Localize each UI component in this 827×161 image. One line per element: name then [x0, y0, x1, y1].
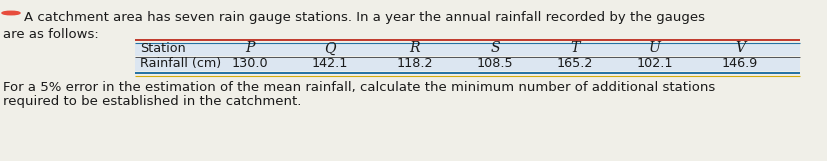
FancyBboxPatch shape	[135, 43, 799, 56]
Text: required to be established in the catchment.: required to be established in the catchm…	[3, 95, 301, 109]
Text: 146.9: 146.9	[721, 57, 758, 70]
Text: 102.1: 102.1	[636, 57, 672, 70]
Text: Q: Q	[324, 42, 336, 56]
Text: A catchment area has seven rain gauge stations. In a year the annual rainfall re: A catchment area has seven rain gauge st…	[24, 11, 704, 24]
Text: are as follows:: are as follows:	[3, 28, 98, 41]
Text: Station: Station	[140, 42, 185, 55]
Text: 118.2: 118.2	[396, 57, 433, 70]
Text: For a 5% error in the estimation of the mean rainfall, calculate the minimum num: For a 5% error in the estimation of the …	[3, 81, 715, 95]
Text: P: P	[245, 42, 255, 56]
Circle shape	[2, 11, 20, 15]
Text: 142.1: 142.1	[312, 57, 348, 70]
Text: S: S	[490, 42, 500, 56]
Text: T: T	[570, 42, 579, 56]
Text: 130.0: 130.0	[232, 57, 268, 70]
Text: Rainfall (cm): Rainfall (cm)	[140, 57, 221, 70]
Text: V: V	[734, 42, 744, 56]
Text: 108.5: 108.5	[476, 57, 513, 70]
Text: U: U	[648, 42, 660, 56]
Text: R: R	[409, 42, 420, 56]
Text: 165.2: 165.2	[556, 57, 592, 70]
FancyBboxPatch shape	[135, 57, 799, 71]
